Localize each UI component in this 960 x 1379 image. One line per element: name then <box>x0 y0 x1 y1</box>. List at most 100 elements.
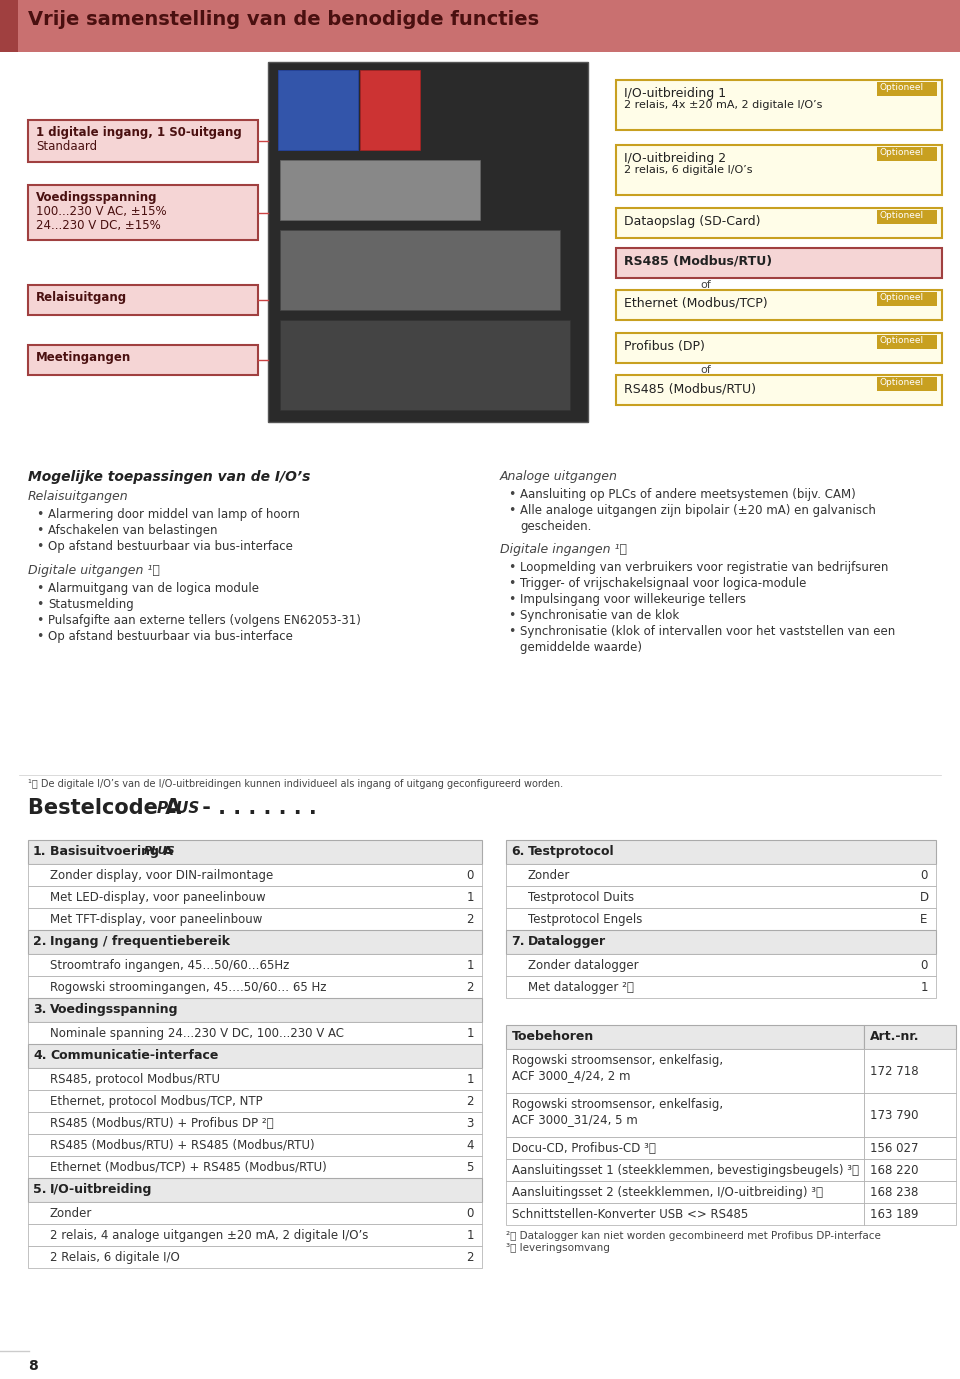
Text: Synchronisatie van de klok: Synchronisatie van de klok <box>520 610 680 622</box>
Text: •: • <box>36 541 43 553</box>
Bar <box>28 1044 482 1067</box>
Bar <box>506 1138 864 1158</box>
Text: PLUS: PLUS <box>143 845 175 856</box>
Text: gemiddelde waarde): gemiddelde waarde) <box>520 641 642 654</box>
Bar <box>616 375 942 405</box>
Text: •: • <box>36 598 43 611</box>
Bar <box>506 865 936 885</box>
Text: Optioneel: Optioneel <box>879 83 924 92</box>
Text: Aansluitingsset 1 (steekklemmen, bevestigingsbeugels) ³⧠: Aansluitingsset 1 (steekklemmen, bevesti… <box>512 1164 859 1178</box>
Text: Zonder datalogger: Zonder datalogger <box>528 958 638 972</box>
Text: Optioneel: Optioneel <box>879 148 924 157</box>
Bar <box>506 1202 864 1225</box>
Bar <box>616 332 942 363</box>
Bar <box>28 976 482 998</box>
Bar <box>28 1247 482 1269</box>
Text: ²⧠ Datalogger kan niet worden gecombineerd met Profibus DP-interface: ²⧠ Datalogger kan niet worden gecombinee… <box>506 1231 881 1241</box>
Text: Trigger- of vrijschakelsignaal voor logica-module: Trigger- of vrijschakelsignaal voor logi… <box>520 576 806 590</box>
Text: •: • <box>508 576 516 590</box>
Text: 6.: 6. <box>511 845 524 858</box>
Bar <box>877 210 937 223</box>
Text: 1 digitale ingang, 1 S0-uitgang: 1 digitale ingang, 1 S0-uitgang <box>36 125 242 139</box>
Text: Pulsafgifte aan externe tellers (volgens EN62053-31): Pulsafgifte aan externe tellers (volgens… <box>48 614 361 627</box>
Bar <box>280 160 480 221</box>
Bar <box>28 1202 482 1225</box>
Bar <box>864 1202 956 1225</box>
Bar <box>28 120 258 161</box>
Text: Aansluiting op PLCs of andere meetsystemen (bijv. CAM): Aansluiting op PLCs of andere meetsystem… <box>520 488 855 501</box>
Text: Afschakelen van belastingen: Afschakelen van belastingen <box>48 524 218 536</box>
Text: Ethernet, protocol Modbus/TCP, NTP: Ethernet, protocol Modbus/TCP, NTP <box>50 1095 263 1107</box>
Text: Relaisuitgangen: Relaisuitgangen <box>28 490 129 503</box>
Text: of: of <box>700 365 710 375</box>
Text: Optioneel: Optioneel <box>879 378 924 387</box>
Text: ¹⧠ De digitale I/O’s van de I/O-uitbreidingen kunnen individueel als ingang of u: ¹⧠ De digitale I/O’s van de I/O-uitbreid… <box>28 779 564 789</box>
Text: Communicatie-interface: Communicatie-interface <box>50 1049 218 1062</box>
Text: •: • <box>508 503 516 517</box>
Text: 0: 0 <box>921 958 927 972</box>
Bar <box>28 345 258 375</box>
Bar <box>28 1178 482 1202</box>
Text: Profibus (DP): Profibus (DP) <box>624 341 705 353</box>
Bar <box>28 885 482 907</box>
Text: •: • <box>36 630 43 643</box>
Text: of: of <box>700 280 710 290</box>
Text: 2: 2 <box>467 1251 473 1265</box>
Text: Standaard: Standaard <box>36 141 97 153</box>
Text: Met datalogger ²⧠: Met datalogger ²⧠ <box>528 980 634 994</box>
Bar <box>864 1049 956 1094</box>
Bar <box>864 1025 956 1049</box>
Text: •: • <box>508 593 516 605</box>
Text: Zonder: Zonder <box>50 1207 92 1220</box>
Bar <box>877 292 937 306</box>
Text: Met LED-display, voor paneelinbouw: Met LED-display, voor paneelinbouw <box>50 891 266 905</box>
Text: •: • <box>36 614 43 627</box>
Text: RS485 (Modbus/RTU) + RS485 (Modbus/RTU): RS485 (Modbus/RTU) + RS485 (Modbus/RTU) <box>50 1139 315 1151</box>
Text: •: • <box>36 524 43 536</box>
Text: E: E <box>921 913 927 927</box>
Text: Stroomtrafo ingangen, 45…50/60…65Hz: Stroomtrafo ingangen, 45…50/60…65Hz <box>50 958 289 972</box>
Bar <box>28 1134 482 1156</box>
Text: RS485 (Modbus/RTU) + Profibus DP ²⧠: RS485 (Modbus/RTU) + Profibus DP ²⧠ <box>50 1117 274 1129</box>
Bar <box>864 1094 956 1138</box>
Bar <box>877 81 937 97</box>
Text: 1: 1 <box>467 1073 473 1087</box>
Text: I/O-uitbreiding: I/O-uitbreiding <box>50 1183 153 1196</box>
Text: Optioneel: Optioneel <box>879 292 924 302</box>
Bar <box>278 70 358 150</box>
Text: Alarmering door middel van lamp of hoorn: Alarmering door middel van lamp of hoorn <box>48 507 300 521</box>
Bar <box>506 1158 864 1180</box>
Text: •: • <box>508 610 516 622</box>
Text: RS485 (Modbus/RTU): RS485 (Modbus/RTU) <box>624 255 772 268</box>
Bar <box>28 1022 482 1044</box>
Bar <box>506 1180 864 1202</box>
Text: 0: 0 <box>467 869 473 883</box>
Text: Mogelijke toepassingen van de I/O’s: Mogelijke toepassingen van de I/O’s <box>28 470 310 484</box>
Text: Rogowski stroomingangen, 45….50/60… 65 Hz: Rogowski stroomingangen, 45….50/60… 65 H… <box>50 980 326 994</box>
Bar <box>616 248 942 279</box>
Text: 0: 0 <box>921 869 927 883</box>
Text: 173 790: 173 790 <box>870 1109 919 1123</box>
Text: Vrije samenstelling van de benodigde functies: Vrije samenstelling van de benodigde fun… <box>28 10 540 29</box>
Text: Optioneel: Optioneel <box>879 211 924 221</box>
Text: Impulsingang voor willekeurige tellers: Impulsingang voor willekeurige tellers <box>520 593 746 605</box>
Text: 1: 1 <box>467 1229 473 1242</box>
Text: 0: 0 <box>467 1207 473 1220</box>
Text: Docu-CD, Profibus-CD ³⧠: Docu-CD, Profibus-CD ³⧠ <box>512 1142 656 1156</box>
Text: ACF 3000_31/24, 5 m: ACF 3000_31/24, 5 m <box>512 1113 637 1127</box>
Text: Ingang / frequentiebereik: Ingang / frequentiebereik <box>50 935 230 947</box>
Text: Testprotocol: Testprotocol <box>528 845 614 858</box>
Text: Rogowski stroomsensor, enkelfasig,: Rogowski stroomsensor, enkelfasig, <box>512 1054 723 1067</box>
Text: Aansluitingsset 2 (steekklemmen, I/O-uitbreiding) ³⧠: Aansluitingsset 2 (steekklemmen, I/O-uit… <box>512 1186 823 1198</box>
Bar <box>28 1111 482 1134</box>
Text: 4.: 4. <box>33 1049 46 1062</box>
Text: - . . . . . . .: - . . . . . . . <box>195 798 317 818</box>
Text: 4: 4 <box>467 1139 473 1151</box>
Text: •: • <box>508 625 516 638</box>
Text: Digitale uitgangen ¹⧠: Digitale uitgangen ¹⧠ <box>28 564 160 576</box>
Text: 2.: 2. <box>33 935 46 947</box>
Bar <box>616 145 942 194</box>
Text: ³⧠ leveringsomvang: ³⧠ leveringsomvang <box>506 1242 610 1254</box>
Bar <box>506 840 936 865</box>
Bar <box>506 1049 864 1094</box>
